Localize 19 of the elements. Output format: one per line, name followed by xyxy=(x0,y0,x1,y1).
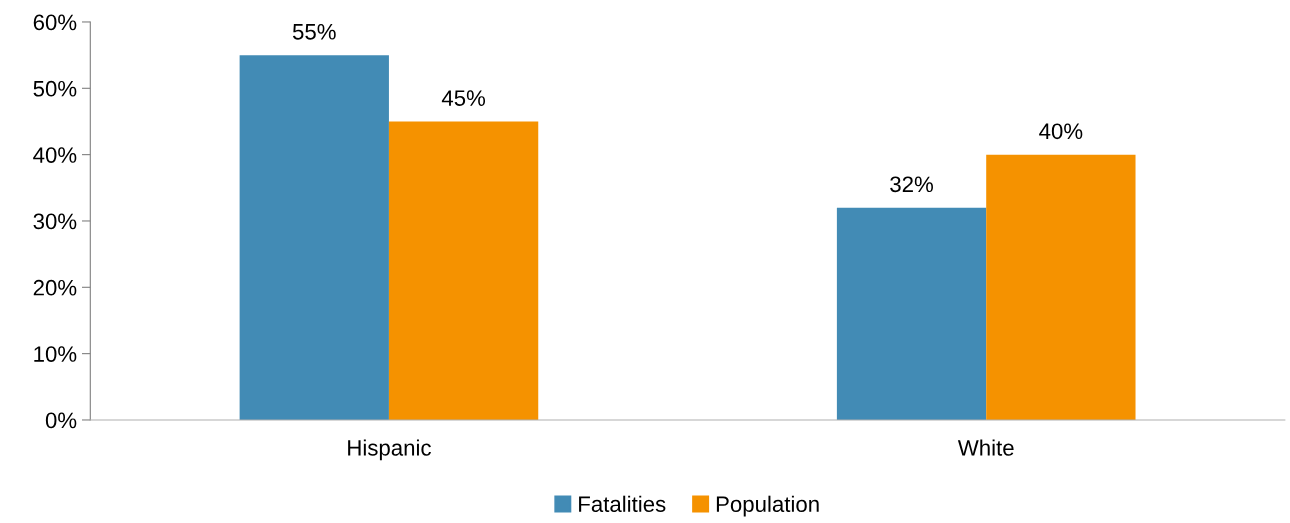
y-tick-label: 10% xyxy=(34,346,77,362)
y-tick-label: 60% xyxy=(33,14,77,31)
legend-label: Population xyxy=(716,495,819,517)
bar xyxy=(836,207,987,420)
bar xyxy=(239,55,389,420)
bar xyxy=(986,154,1136,420)
x-tick-label: White xyxy=(957,439,1014,456)
legend-label: Fatalities xyxy=(579,495,666,513)
y-tick-label: 20% xyxy=(33,279,77,296)
y-tick-label: 40% xyxy=(33,147,77,163)
data-label: 45% xyxy=(441,90,486,106)
data-label: 32% xyxy=(890,176,933,193)
x-tick-label: Hispanic xyxy=(348,439,431,461)
bar xyxy=(388,121,539,420)
y-tick-label: 0% xyxy=(45,412,77,429)
data-label: 40% xyxy=(1039,123,1083,140)
y-tick-label: 50% xyxy=(33,80,77,97)
data-label: 55% xyxy=(292,23,336,40)
y-tick-label: 30% xyxy=(33,213,77,230)
